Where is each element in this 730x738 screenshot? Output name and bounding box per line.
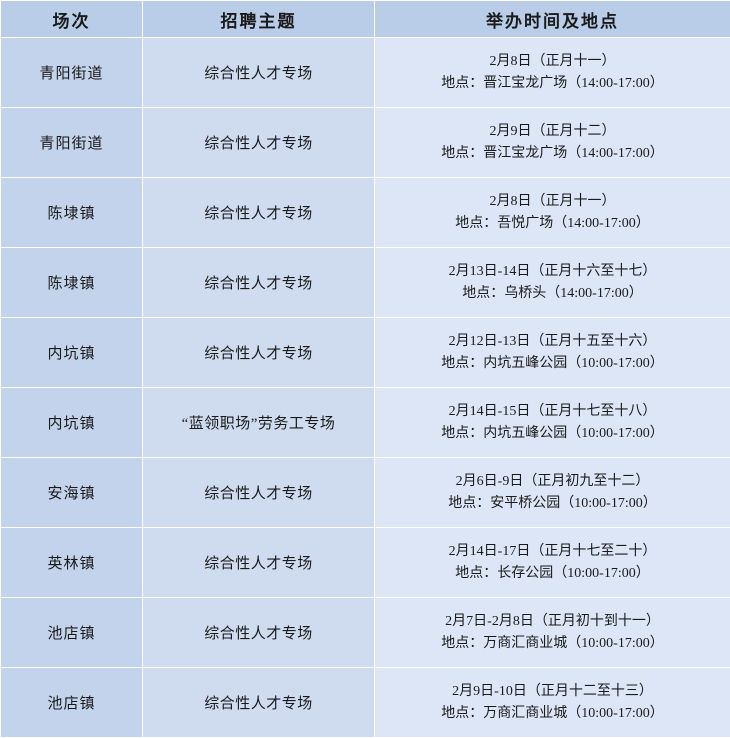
cell-time-location: 2月14日-15日（正月十七至十八）地点：内坑五峰公园（10:00-17:00） bbox=[375, 388, 730, 458]
cell-time-location: 2月9日-10日（正月十二至十三）地点：万商汇商业城（10:00-17:00） bbox=[375, 668, 730, 738]
location-line: 地点：长存公园（10:00-17:00） bbox=[375, 563, 730, 585]
table-header-row: 场次 招聘主题 举办时间及地点 bbox=[1, 1, 730, 38]
time-line: 2月9日（正月十二） bbox=[375, 121, 730, 143]
location-line: 地点：万商汇商业城（10:00-17:00） bbox=[375, 633, 730, 655]
time-line: 2月8日（正月十一） bbox=[375, 191, 730, 213]
cell-venue: 青阳街道 bbox=[1, 38, 143, 108]
cell-time-location: 2月12日-13日（正月十五至十六）地点：内坑五峰公园（10:00-17:00） bbox=[375, 318, 730, 388]
cell-theme: 综合性人才专场 bbox=[143, 318, 375, 388]
column-header-theme: 招聘主题 bbox=[143, 1, 375, 38]
location-line: 地点：内坑五峰公园（10:00-17:00） bbox=[375, 423, 730, 445]
cell-theme: 综合性人才专场 bbox=[143, 108, 375, 178]
cell-time-location: 2月8日（正月十一）地点：晋江宝龙广场（14:00-17:00） bbox=[375, 38, 730, 108]
time-line: 2月14日-17日（正月十七至二十） bbox=[375, 541, 730, 563]
cell-theme: 综合性人才专场 bbox=[143, 178, 375, 248]
time-line: 2月9日-10日（正月十二至十三） bbox=[375, 681, 730, 703]
location-line: 地点：安平桥公园（10:00-17:00） bbox=[375, 493, 730, 515]
cell-theme: 综合性人才专场 bbox=[143, 598, 375, 668]
cell-time-location: 2月9日（正月十二）地点：晋江宝龙广场（14:00-17:00） bbox=[375, 108, 730, 178]
time-line: 2月6日-9日（正月初九至十二） bbox=[375, 471, 730, 493]
cell-theme: 综合性人才专场 bbox=[143, 458, 375, 528]
location-line: 地点：吾悦广场（14:00-17:00） bbox=[375, 213, 730, 235]
cell-time-location: 2月8日（正月十一）地点：吾悦广场（14:00-17:00） bbox=[375, 178, 730, 248]
location-line: 地点：晋江宝龙广场（14:00-17:00） bbox=[375, 143, 730, 165]
time-line: 2月8日（正月十一） bbox=[375, 51, 730, 73]
cell-venue: 安海镇 bbox=[1, 458, 143, 528]
cell-venue: 青阳街道 bbox=[1, 108, 143, 178]
cell-theme: 综合性人才专场 bbox=[143, 668, 375, 738]
cell-venue: 陈埭镇 bbox=[1, 178, 143, 248]
cell-venue: 内坑镇 bbox=[1, 388, 143, 458]
cell-theme: 综合性人才专场 bbox=[143, 38, 375, 108]
column-header-time-location: 举办时间及地点 bbox=[375, 1, 730, 38]
column-header-venue: 场次 bbox=[1, 1, 143, 38]
location-line: 地点：晋江宝龙广场（14:00-17:00） bbox=[375, 73, 730, 95]
cell-venue: 英林镇 bbox=[1, 528, 143, 598]
cell-time-location: 2月13日-14日（正月十六至十七）地点：乌桥头（14:00-17:00） bbox=[375, 248, 730, 318]
cell-theme: 综合性人才专场 bbox=[143, 248, 375, 318]
cell-time-location: 2月7日-2月8日（正月初十到十一）地点：万商汇商业城（10:00-17:00） bbox=[375, 598, 730, 668]
location-line: 地点：内坑五峰公园（10:00-17:00） bbox=[375, 353, 730, 375]
time-line: 2月12日-13日（正月十五至十六） bbox=[375, 331, 730, 353]
cell-venue: 池店镇 bbox=[1, 668, 143, 738]
cell-theme: “蓝领职场”劳务工专场 bbox=[143, 388, 375, 458]
cell-theme: 综合性人才专场 bbox=[143, 528, 375, 598]
time-line: 2月14日-15日（正月十七至十八） bbox=[375, 401, 730, 423]
table-header: 场次 招聘主题 举办时间及地点 bbox=[1, 1, 730, 38]
cell-time-location: 2月14日-17日（正月十七至二十）地点：长存公园（10:00-17:00） bbox=[375, 528, 730, 598]
cell-time-location: 2月6日-9日（正月初九至十二）地点：安平桥公园（10:00-17:00） bbox=[375, 458, 730, 528]
time-line: 2月7日-2月8日（正月初十到十一） bbox=[375, 611, 730, 633]
location-line: 地点：乌桥头（14:00-17:00） bbox=[375, 283, 730, 305]
cell-venue: 内坑镇 bbox=[1, 318, 143, 388]
location-line: 地点：万商汇商业城（10:00-17:00） bbox=[375, 703, 730, 725]
cell-venue: 池店镇 bbox=[1, 598, 143, 668]
time-line: 2月13日-14日（正月十六至十七） bbox=[375, 261, 730, 283]
cell-venue: 陈埭镇 bbox=[1, 248, 143, 318]
